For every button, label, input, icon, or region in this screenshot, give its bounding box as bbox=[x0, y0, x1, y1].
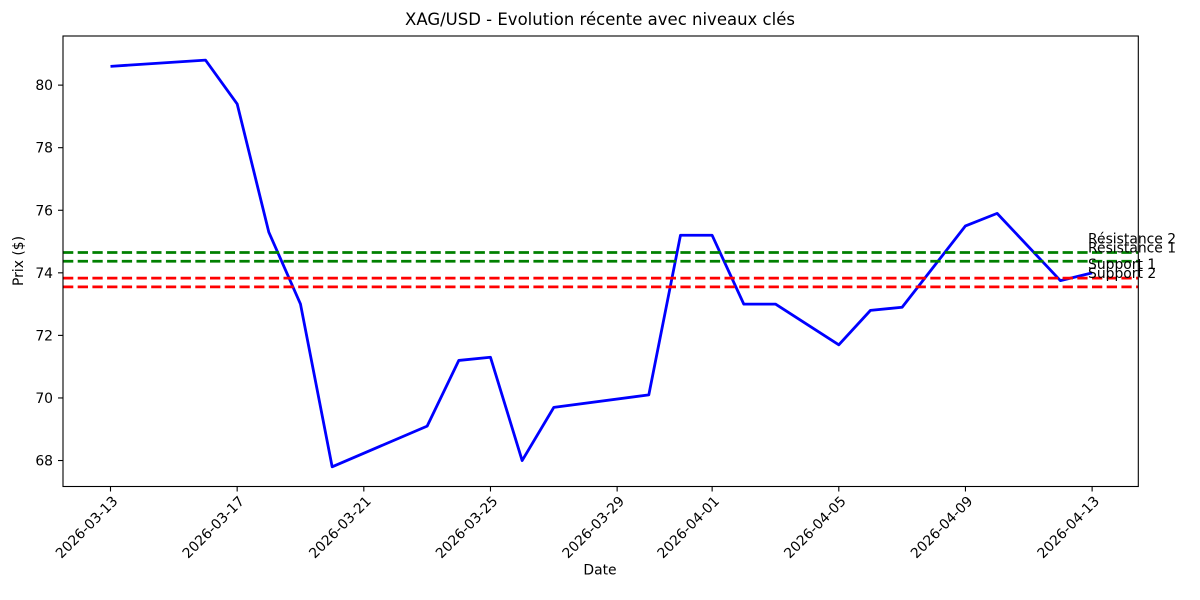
price-line bbox=[110, 58, 1093, 469]
x-axis-label: Date bbox=[583, 563, 616, 579]
y-tick-label: 78 bbox=[35, 141, 53, 157]
level-label-r-sistance-1: Résistance 1 bbox=[1088, 240, 1176, 256]
level-label-support-2: Support 2 bbox=[1088, 266, 1156, 282]
chart-title: XAG/USD - Evolution récente avec niveaux… bbox=[405, 10, 795, 29]
x-tick-label: 2026-03-29 bbox=[560, 494, 628, 562]
y-tick-label: 68 bbox=[35, 454, 53, 470]
x-tick-label: 2026-03-21 bbox=[306, 494, 374, 562]
support-resistance-lines bbox=[63, 251, 1139, 289]
level-label-r-sistance-2: Résistance 2 bbox=[1088, 231, 1176, 247]
x-tick-label: 2026-04-01 bbox=[655, 494, 723, 562]
y-axis: 68 70 72 74 76 78 80 bbox=[35, 78, 63, 470]
y-tick-label: 72 bbox=[35, 328, 53, 344]
y-tick-label: 70 bbox=[35, 391, 53, 407]
y-tick-label: 76 bbox=[35, 203, 53, 219]
level-label-support-1: Support 1 bbox=[1088, 257, 1156, 273]
y-axis-label: Prix ($) bbox=[11, 236, 27, 286]
x-tick-label: 2026-03-13 bbox=[53, 494, 121, 562]
x-tick-label: 2026-03-25 bbox=[433, 494, 501, 562]
x-tick-label: 2026-04-05 bbox=[781, 494, 849, 562]
y-tick-label: 74 bbox=[35, 266, 53, 282]
x-axis: 2026-03-13 2026-03-17 2026-03-21 2026-03-25… bbox=[53, 486, 1103, 562]
x-tick-label: 2026-03-17 bbox=[180, 494, 248, 562]
axes-frame bbox=[62, 35, 1139, 488]
y-tick-label: 80 bbox=[35, 78, 53, 94]
x-tick-label: 2026-04-13 bbox=[1035, 494, 1103, 562]
x-tick-label: 2026-04-09 bbox=[908, 494, 976, 562]
